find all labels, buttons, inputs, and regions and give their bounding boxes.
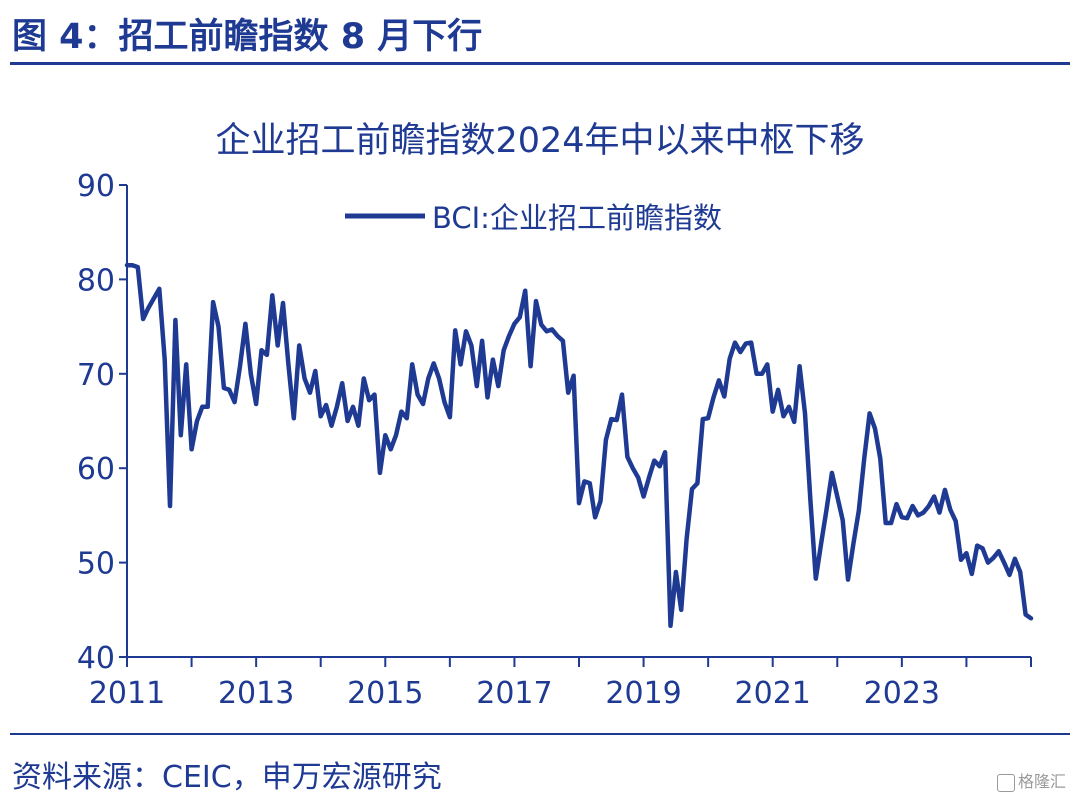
x-tick-label: 2013: [218, 676, 294, 711]
chart-title: 企业招工前瞻指数2024年中以来中枢下移: [215, 121, 864, 161]
watermark-text: 格隆汇: [1017, 772, 1066, 791]
y-tick-label: 90: [77, 169, 115, 204]
x-tick-label: 2015: [347, 676, 423, 711]
legend: BCI:企业招工前瞻指数: [345, 201, 722, 235]
y-tick-label: 70: [77, 358, 115, 393]
header-divider: [10, 62, 1070, 65]
source-note: 资料来源：CEIC，申万宏源研究: [12, 760, 442, 795]
watermark: 格隆汇: [996, 768, 1066, 792]
x-tick-label: 2011: [89, 676, 165, 711]
footer-divider: [10, 733, 1070, 735]
y-tick-label: 80: [77, 263, 115, 298]
y-tick-label: 40: [77, 641, 115, 676]
x-tick-label: 2019: [605, 676, 681, 711]
legend-label: BCI:企业招工前瞻指数: [432, 201, 722, 235]
y-tick-label: 50: [77, 547, 115, 582]
x-tick-label: 2023: [864, 676, 940, 711]
series-line: [124, 262, 1034, 629]
x-tick-label: 2021: [735, 676, 811, 711]
y-axis: 90 80 70 60 50 40: [77, 169, 128, 676]
y-tick-label: 60: [77, 452, 115, 487]
x-tick-label: 2017: [476, 676, 552, 711]
x-axis: 2011 2013 2015 2017 2019 2021 2023: [89, 656, 1032, 711]
figure-title: 图 4：招工前瞻指数 8 月下行: [12, 17, 483, 57]
watermark-logo-icon: [996, 773, 1015, 792]
